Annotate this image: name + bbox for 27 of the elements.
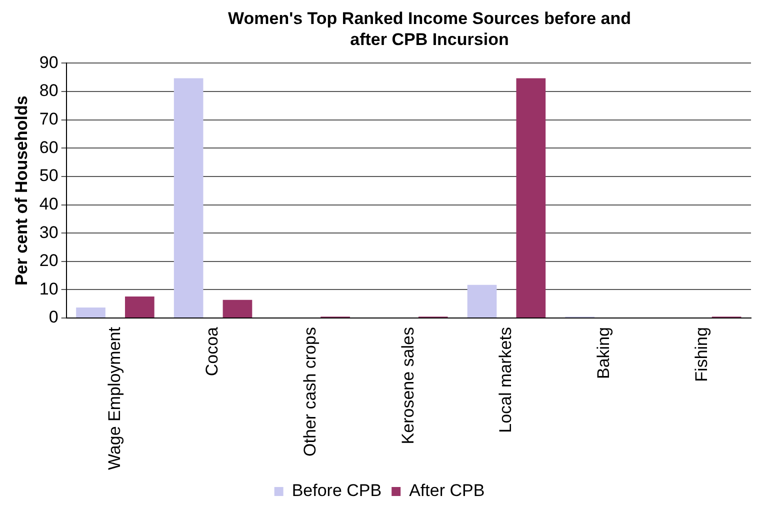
y-axis-title: Per cent of Households: [12, 96, 31, 286]
chart-title: Women's Top Ranked Income Sources before and after CPB Incursion: [227, 8, 632, 50]
legend-label: Before CPB: [292, 481, 382, 500]
y-tick-label: 80: [39, 81, 58, 100]
y-tick-label: 30: [39, 222, 58, 242]
x-tick-label: Kerosene sales: [398, 327, 418, 444]
bar: [222, 300, 252, 318]
legend-label: After CPB: [409, 481, 485, 500]
x-tick-label: Other cash crops: [300, 327, 320, 456]
x-tick-label: Wage Employment: [104, 326, 124, 470]
bar: [76, 308, 106, 318]
y-tick-label: 50: [39, 166, 58, 186]
y-tick-label: 70: [39, 110, 58, 129]
x-tick-label: Local markets: [496, 327, 516, 433]
y-tick-label: 90: [39, 52, 58, 72]
x-tick-label: Baking: [594, 327, 613, 380]
bar: [467, 284, 497, 318]
y-tick-label: 0: [48, 308, 58, 327]
bar: [516, 78, 546, 318]
y-tick-label: 40: [39, 194, 58, 214]
x-tick-label: Fishing: [692, 327, 711, 382]
bar: [124, 296, 154, 318]
y-tick-label: 60: [39, 138, 58, 157]
bar: [174, 78, 204, 318]
y-tick-label: 20: [39, 251, 58, 270]
y-tick-label: 10: [39, 279, 58, 298]
x-tick-label: Cocoa: [202, 326, 222, 376]
